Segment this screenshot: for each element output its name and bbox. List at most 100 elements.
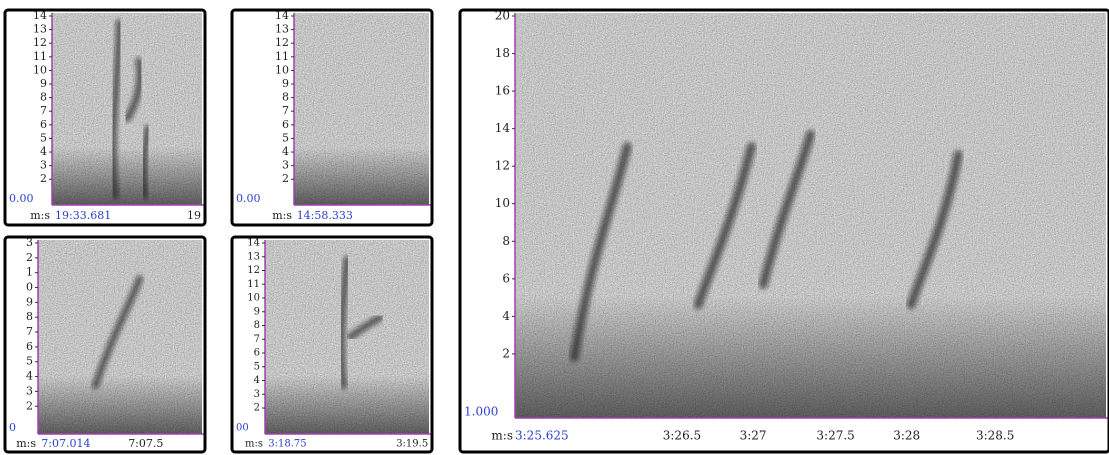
x-prefix: m:s — [30, 209, 50, 222]
spectrogram-image — [515, 13, 1106, 418]
x-tick-label: 3:28 — [893, 429, 920, 443]
panel-border — [230, 8, 434, 227]
y-tick-label: 12 — [33, 36, 47, 49]
y-tick-label: 12 — [275, 36, 289, 49]
y-tick-label: 4 — [502, 309, 510, 323]
y-tick-label: 10 — [495, 196, 510, 210]
x-prefix: m:s — [16, 437, 36, 450]
x-tick-label: 3:27 — [740, 429, 767, 443]
y-tick-label: 7 — [282, 104, 289, 117]
y-tick-label: 11 — [247, 279, 260, 290]
x-tick-label: 7:07.014 — [41, 437, 90, 450]
x-tick-label: 19:33.681 — [55, 209, 111, 222]
y-tick-label: 2 — [26, 251, 33, 264]
spectrogram-image — [294, 13, 429, 205]
y-tick-label: 9 — [254, 306, 260, 317]
y-tick-label: 3 — [254, 389, 260, 400]
origin-label: 1.000 — [464, 405, 498, 419]
call-trace — [569, 142, 632, 362]
y-tick-label: 14 — [33, 9, 47, 22]
low-band — [294, 13, 429, 205]
x-prefix: m:s — [491, 429, 513, 443]
x-tick-label: 3:28.5 — [976, 429, 1014, 443]
y-tick-label: 5 — [26, 355, 33, 368]
y-tick-label: 4 — [26, 370, 33, 383]
y-tick-label: 1 — [26, 266, 33, 279]
panel-border — [458, 8, 1109, 454]
y-tick-label: 2 — [40, 172, 47, 185]
y-tick-label: 4 — [40, 145, 47, 158]
y-tick-label: 8 — [26, 310, 33, 323]
panel-border — [3, 235, 207, 454]
y-tick-label: 7 — [26, 325, 33, 338]
y-tick-label: 8 — [282, 91, 289, 104]
y-tick-label: 11 — [275, 50, 289, 63]
y-tick-label: 8 — [40, 91, 47, 104]
x-tick-label: 3:18.75 — [268, 439, 306, 450]
y-tick-label: 10 — [275, 63, 289, 76]
x-tick-label: 3:19.5 — [396, 439, 428, 450]
call-trace — [906, 150, 963, 310]
panel-border — [230, 235, 434, 454]
y-tick-label: 9 — [40, 77, 47, 90]
y-tick-label: 5 — [282, 131, 289, 144]
spectrogram-panel: 20 18 16 14 12 10 8 6 4 2 1.000 m:s 3:25.625 3:26.5 3:… — [458, 8, 1109, 454]
low-band — [515, 13, 1106, 418]
x-tick-label: 14:58.333 — [297, 209, 353, 222]
y-tick-label: 6 — [254, 348, 260, 359]
y-tick-label: 13 — [247, 251, 260, 262]
origin-label: 0.00 — [236, 192, 261, 205]
y-tick-label: 18 — [495, 46, 510, 60]
call-trace — [91, 275, 144, 389]
call-trace — [693, 142, 756, 310]
y-tick-label: 8 — [254, 320, 260, 331]
y-tick-label: 3 — [282, 159, 289, 172]
call-trace — [140, 124, 152, 199]
low-band — [38, 240, 202, 434]
y-tick-label: 2 — [502, 346, 510, 360]
y-tick-label: 4 — [282, 145, 289, 158]
spectrogram-image — [265, 240, 429, 434]
call-trace — [338, 255, 351, 389]
y-tick-label: 3 — [26, 236, 33, 249]
y-tick-label: 9 — [26, 295, 33, 308]
y-tick-label: 0 — [26, 281, 33, 294]
y-tick-label: 14 — [495, 121, 511, 135]
call-trace — [109, 19, 123, 199]
y-tick-label: 2 — [282, 172, 289, 185]
y-tick-label: 13 — [33, 23, 47, 36]
y-tick-label: 3 — [40, 159, 47, 172]
y-tick-label: 7 — [40, 104, 47, 117]
y-tick-label: 14 — [275, 9, 289, 22]
y-tick-label: 6 — [26, 340, 33, 353]
y-tick-label: 11 — [33, 50, 47, 63]
y-tick-label: 8 — [502, 234, 510, 248]
y-tick-label: 20 — [495, 9, 510, 23]
y-tick-label: 5 — [254, 361, 260, 372]
call-trace — [346, 314, 384, 341]
x-prefix: m:s — [272, 209, 292, 222]
y-tick-label: 13 — [275, 23, 289, 36]
call-trace — [123, 57, 144, 123]
y-tick-label: 12 — [247, 265, 260, 276]
y-tick-label: 16 — [495, 84, 510, 98]
y-tick-label: 14 — [247, 238, 260, 249]
y-tick-label: 4 — [254, 375, 260, 386]
x-tick-label: 3:27.5 — [816, 429, 854, 443]
x-tick-label: 3:25.625 — [515, 429, 569, 443]
y-tick-label: 10 — [33, 63, 47, 76]
y-tick-label: 6 — [502, 271, 510, 285]
spectrogram-image — [52, 13, 202, 205]
y-tick-label: 12 — [495, 159, 510, 173]
origin-label: 0 — [9, 421, 16, 434]
x-tick-label: 7:07.5 — [128, 437, 163, 450]
panel-border — [3, 8, 207, 227]
x-prefix: m:s — [245, 439, 263, 450]
y-tick-label: 2 — [26, 399, 33, 412]
y-tick-label: 10 — [247, 293, 260, 304]
y-tick-label: 5 — [40, 131, 47, 144]
